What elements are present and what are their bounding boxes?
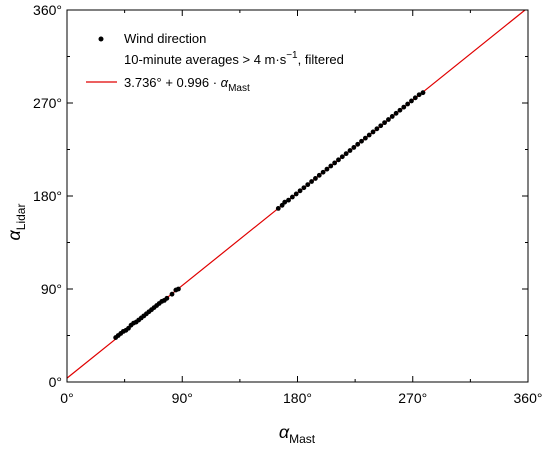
data-point: [297, 188, 303, 194]
y-tick-label: 180°: [33, 188, 62, 204]
data-point: [305, 182, 311, 188]
axis-layer: 0° 90° 180° 270° 360° 0° 90° 180° 270° 360°: [33, 2, 542, 406]
data-point: [289, 194, 295, 200]
data-point: [328, 163, 334, 169]
data-point: [293, 191, 299, 197]
plot-layer: [66, 9, 526, 379]
data-point: [370, 129, 376, 135]
legend-marker-scatter: [98, 36, 104, 42]
y-axis-title: αLidar: [4, 204, 28, 241]
data-point: [324, 166, 330, 172]
data-point: [164, 295, 170, 301]
x-tick-label: 0°: [60, 390, 73, 406]
x-tick-label: 90°: [172, 390, 193, 406]
data-point: [351, 145, 357, 150]
legend-note-scatter: 10-minute averages > 4 m·s−1, filtered: [124, 50, 344, 67]
data-point: [420, 90, 426, 96]
data-point: [359, 138, 364, 144]
y-tick-label: 90°: [41, 281, 62, 297]
legend-label-scatter: Wind direction: [124, 31, 206, 46]
data-point: [336, 157, 341, 163]
data-point: [169, 291, 175, 297]
data-point: [355, 141, 361, 147]
x-tick-label: 180°: [283, 390, 312, 406]
legend-label-fit: 3.736° + 0.996 · αMast: [124, 75, 250, 94]
data-point: [347, 148, 353, 153]
data-point: [316, 172, 322, 178]
data-point: [343, 151, 349, 157]
data-point: [397, 107, 403, 113]
data-point: [409, 98, 414, 104]
data-point: [362, 135, 368, 141]
data-point: [332, 160, 338, 166]
x-tick-label: 360°: [514, 390, 543, 406]
y-tick-label: 270°: [33, 95, 62, 111]
data-point: [389, 114, 395, 119]
data-point: [366, 132, 372, 138]
legend: Wind direction 10-minute averages > 4 m·…: [86, 31, 344, 94]
data-point: [416, 92, 422, 98]
data-point: [275, 206, 281, 211]
data-point: [176, 286, 181, 292]
data-point: [386, 117, 391, 122]
data-point: [401, 104, 407, 110]
data-point: [393, 110, 399, 116]
data-point: [309, 179, 314, 184]
data-point: [382, 120, 387, 126]
data-point: [378, 123, 384, 129]
data-point: [301, 185, 307, 191]
data-point: [405, 101, 411, 107]
x-axis-title: αMast: [279, 422, 316, 445]
x-tick-label: 270°: [398, 390, 427, 406]
data-point: [412, 95, 418, 101]
data-point: [313, 176, 318, 181]
data-point: [286, 197, 291, 203]
data-point: [339, 154, 345, 160]
data-point: [320, 169, 326, 175]
y-tick-label: 360°: [33, 2, 62, 18]
data-point: [282, 199, 288, 205]
data-point: [374, 126, 380, 132]
y-tick-label: 0°: [49, 374, 62, 390]
